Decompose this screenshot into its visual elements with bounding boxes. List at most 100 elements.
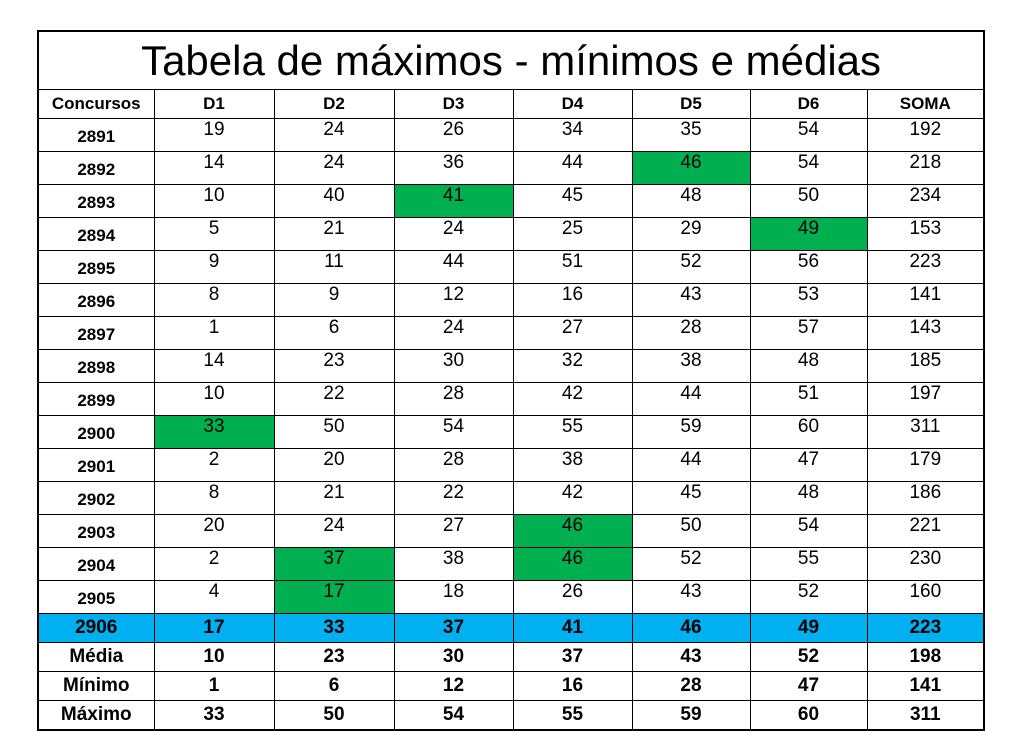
row-label: 2893 — [37, 184, 155, 218]
data-cell: 16 — [512, 283, 633, 317]
row-label: 2904 — [37, 547, 155, 581]
data-cell: 37 — [273, 547, 395, 581]
data-cell: 32 — [512, 349, 633, 383]
summary-cell: 43 — [631, 642, 751, 672]
data-row: 2899 10 22 28 42 44 51 197 — [37, 382, 985, 416]
data-cell: 2 — [153, 547, 275, 581]
data-cell: 45 — [631, 481, 751, 515]
data-cell: 25 — [512, 217, 633, 251]
table-head: Tabela de máximos - mínimos e médias Con… — [37, 30, 985, 119]
data-cell: 153 — [866, 217, 985, 251]
data-row: 2897 1 6 24 27 28 57 143 — [37, 316, 985, 350]
data-cell: 45 — [512, 184, 633, 218]
data-cell: 23 — [273, 349, 395, 383]
data-cell: 44 — [512, 151, 633, 185]
data-cell: 22 — [393, 481, 514, 515]
table-body: 2891 19 24 26 34 35 54 192 2892 14 24 36 44 46 54 218 28… — [37, 118, 985, 731]
data-cell: 54 — [749, 151, 868, 185]
data-cell: 54 — [393, 415, 514, 449]
summary-cell: 311 — [866, 700, 985, 731]
data-row: 2900 33 50 54 55 59 60 311 — [37, 415, 985, 449]
summary-cell: 55 — [512, 700, 633, 731]
data-cell: 17 — [153, 613, 275, 643]
row-label: 2892 — [37, 151, 155, 185]
data-cell: 52 — [631, 250, 751, 284]
stats-table: Tabela de máximos - mínimos e médias Con… — [37, 30, 986, 731]
data-cell: 20 — [153, 514, 275, 548]
summary-cell: 37 — [512, 642, 633, 672]
row-label: 2894 — [37, 217, 155, 251]
data-cell: 20 — [273, 448, 395, 482]
data-cell: 41 — [393, 184, 514, 218]
data-cell: 2 — [153, 448, 275, 482]
row-label: Mínimo — [37, 671, 155, 701]
summary-cell: 6 — [273, 671, 395, 701]
data-cell: 42 — [512, 481, 633, 515]
summary-row: Média 10 23 30 37 43 52 198 — [37, 642, 985, 672]
row-label: 2897 — [37, 316, 155, 350]
data-cell: 192 — [866, 118, 985, 152]
current-row: 2906 17 33 37 41 46 49 223 — [37, 613, 985, 643]
header-cell: D6 — [749, 89, 868, 119]
header-cell: D4 — [512, 89, 633, 119]
data-cell: 44 — [631, 382, 751, 416]
data-cell: 41 — [512, 613, 633, 643]
summary-cell: 1 — [153, 671, 275, 701]
header-cell: SOMA — [866, 89, 985, 119]
data-cell: 24 — [273, 151, 395, 185]
data-cell: 55 — [749, 547, 868, 581]
data-cell: 6 — [273, 316, 395, 350]
data-cell: 55 — [512, 415, 633, 449]
data-cell: 43 — [631, 283, 751, 317]
data-cell: 29 — [631, 217, 751, 251]
data-cell: 35 — [631, 118, 751, 152]
data-cell: 47 — [749, 448, 868, 482]
row-label: 2895 — [37, 250, 155, 284]
data-cell: 218 — [866, 151, 985, 185]
summary-cell: 198 — [866, 642, 985, 672]
header-cell: D5 — [631, 89, 751, 119]
data-row: 2895 9 11 44 51 52 56 223 — [37, 250, 985, 284]
summary-row: Mínimo 1 6 12 16 28 47 141 — [37, 671, 985, 701]
summary-cell: 30 — [393, 642, 514, 672]
data-cell: 1 — [153, 316, 275, 350]
header-cell: D1 — [153, 89, 275, 119]
data-cell: 54 — [749, 118, 868, 152]
row-label: Média — [37, 642, 155, 672]
summary-cell: 16 — [512, 671, 633, 701]
title-row: Tabela de máximos - mínimos e médias — [37, 30, 985, 90]
data-row: 2896 8 9 12 16 43 53 141 — [37, 283, 985, 317]
data-cell: 21 — [273, 217, 395, 251]
data-row: 2904 2 37 38 46 52 55 230 — [37, 547, 985, 581]
data-cell: 46 — [512, 547, 633, 581]
data-cell: 9 — [153, 250, 275, 284]
data-cell: 197 — [866, 382, 985, 416]
data-cell: 51 — [512, 250, 633, 284]
data-row: 2898 14 23 30 32 38 48 185 — [37, 349, 985, 383]
data-cell: 48 — [631, 184, 751, 218]
data-cell: 46 — [631, 151, 751, 185]
summary-row: Máximo 33 50 54 55 59 60 311 — [37, 700, 985, 731]
data-cell: 10 — [153, 382, 275, 416]
data-cell: 49 — [749, 613, 868, 643]
data-cell: 24 — [393, 316, 514, 350]
page: Tabela de máximos - mínimos e médias Con… — [37, 30, 986, 731]
summary-cell: 33 — [153, 700, 275, 731]
data-cell: 57 — [749, 316, 868, 350]
table-wrap: Tabela de máximos - mínimos e médias Con… — [37, 30, 986, 731]
data-cell: 179 — [866, 448, 985, 482]
data-cell: 160 — [866, 580, 985, 614]
data-cell: 11 — [273, 250, 395, 284]
data-cell: 50 — [749, 184, 868, 218]
data-cell: 54 — [749, 514, 868, 548]
data-row: 2901 2 20 28 38 44 47 179 — [37, 448, 985, 482]
data-cell: 186 — [866, 481, 985, 515]
row-label: Máximo — [37, 700, 155, 731]
data-cell: 22 — [273, 382, 395, 416]
data-cell: 27 — [512, 316, 633, 350]
data-cell: 221 — [866, 514, 985, 548]
data-cell: 36 — [393, 151, 514, 185]
data-row: 2903 20 24 27 46 50 54 221 — [37, 514, 985, 548]
summary-cell: 60 — [749, 700, 868, 731]
data-cell: 51 — [749, 382, 868, 416]
